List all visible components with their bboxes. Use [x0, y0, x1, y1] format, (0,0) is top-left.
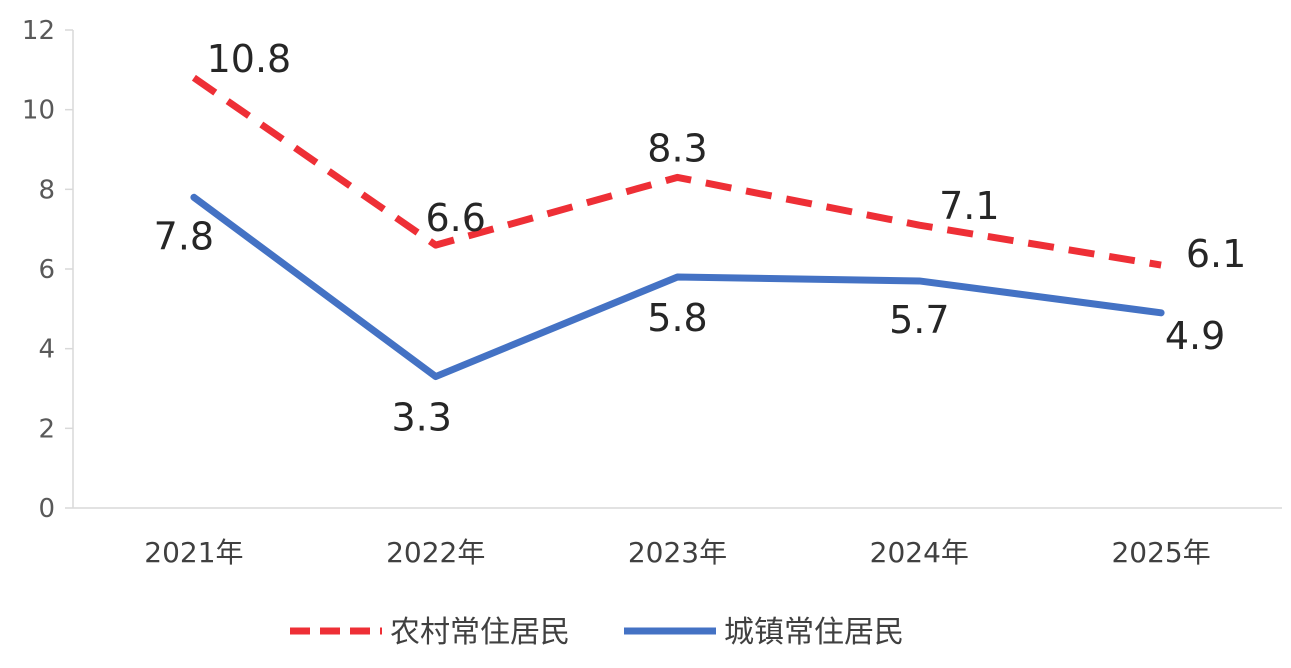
- legend-label: 城镇常住居民: [724, 615, 904, 650]
- legend: 农村常住居民 城镇常住居民: [290, 615, 904, 650]
- data-label: 5.8: [647, 296, 707, 340]
- data-label: 4.9: [1165, 314, 1225, 358]
- series-line-rural: [191, 74, 1162, 269]
- y-tick-label: 8: [38, 175, 55, 205]
- y-tick-label: 2: [38, 414, 55, 444]
- series-line-urban: [190, 193, 1165, 381]
- x-tick-label: 2021年: [144, 536, 243, 569]
- data-labels: 10.8 6.6 8.3 7.1 6.1 7.8 3.3 5.8 5.7 4.9: [154, 37, 1247, 440]
- series-lines: [190, 74, 1165, 381]
- x-tick-label: 2023年: [628, 536, 727, 569]
- x-tick-label: 2022年: [386, 536, 485, 569]
- x-tick-label: 2024年: [870, 536, 969, 569]
- y-tick-label: 4: [38, 335, 55, 365]
- x-axis-ticks: 2021年 2022年 2023年 2024年 2025年: [144, 536, 1210, 569]
- y-axis-ticks: 0 2 4 6 8 10 12: [22, 16, 73, 524]
- axes: [72, 30, 1282, 509]
- data-label: 6.1: [1186, 232, 1246, 276]
- data-label: 3.3: [391, 396, 451, 440]
- data-label: 8.3: [647, 126, 707, 170]
- y-tick-label: 10: [22, 96, 55, 126]
- data-label: 7.8: [154, 214, 214, 258]
- data-label: 5.7: [889, 298, 949, 342]
- y-tick-label: 12: [22, 16, 55, 46]
- legend-label: 农村常住居民: [390, 615, 570, 650]
- data-label: 10.8: [207, 37, 292, 81]
- y-tick-label: 6: [38, 255, 55, 285]
- data-label: 7.1: [939, 184, 999, 228]
- data-label: 6.6: [425, 196, 485, 240]
- x-tick-label: 2025年: [1111, 536, 1210, 569]
- y-tick-label: 0: [38, 494, 55, 524]
